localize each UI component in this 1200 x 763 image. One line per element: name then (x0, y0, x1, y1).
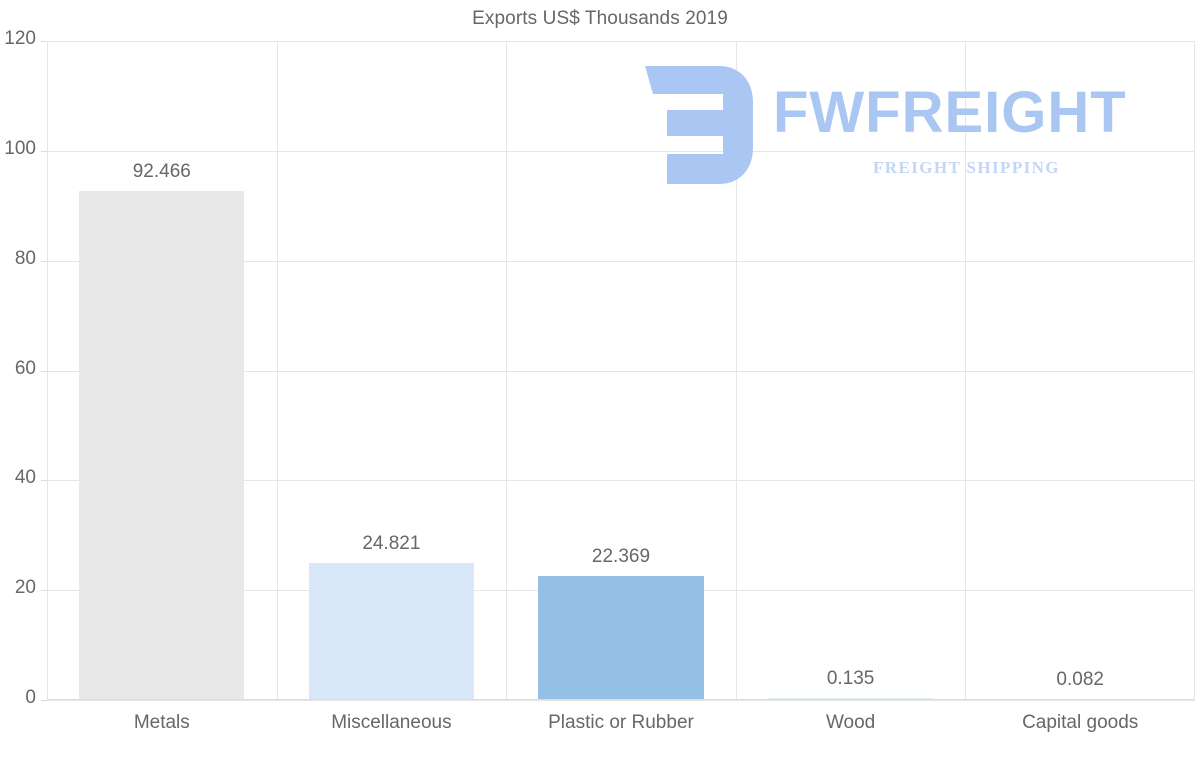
gridline-x-4 (965, 41, 966, 700)
gridline-y-100 (47, 150, 1195, 152)
bar[interactable] (538, 576, 704, 699)
y-tick-label: 40 (14, 467, 36, 489)
y-tick-label: 60 (14, 357, 36, 379)
bar-value-label: 0.082 (1056, 668, 1104, 690)
x-tick-label: Plastic or Rubber (548, 712, 694, 733)
bar-value-label: 92.466 (132, 161, 191, 183)
bar[interactable] (79, 191, 245, 699)
y-tick-label: 120 (4, 28, 36, 49)
bar[interactable] (767, 698, 934, 699)
x-tick-label: Capital goods (1022, 712, 1139, 733)
gridline-y-80 (47, 260, 1195, 262)
gridline-y-0 (47, 700, 1195, 701)
bar[interactable] (308, 562, 475, 699)
y-tick-mark (41, 700, 47, 701)
chart-title: Exports US$ Thousands 2019 (472, 8, 728, 29)
y-tick-mark (41, 590, 47, 592)
bar-value-label: 22.369 (591, 546, 651, 568)
y-tick-mark (41, 480, 47, 482)
y-tick-mark (41, 41, 47, 42)
gridline-y-40 (47, 480, 1195, 482)
gridline-x-3 (736, 41, 737, 700)
x-tick-label: Metals (133, 712, 190, 733)
y-tick-label: 20 (14, 577, 36, 599)
gridline-x-2 (506, 41, 507, 700)
gridline-x-1 (277, 41, 278, 700)
x-axis-baseline (47, 699, 1195, 700)
x-tick-label: Wood (825, 712, 876, 733)
gridline-x-right (1194, 41, 1195, 700)
gridline-y-60 (47, 370, 1195, 372)
gridline-y-120 (47, 41, 1195, 42)
y-tick-mark (41, 150, 47, 152)
y-tick-mark (41, 260, 47, 262)
y-axis-line (47, 41, 48, 700)
plot-area (47, 41, 1195, 701)
x-tick-label: Miscellaneous (331, 712, 452, 733)
bar-value-label: 24.821 (362, 532, 421, 554)
bar-value-label: 0.135 (826, 668, 875, 690)
y-tick-mark (41, 370, 47, 372)
y-tick-label: 100 (4, 137, 36, 159)
y-tick-label: 0 (25, 687, 36, 708)
y-tick-label: 80 (14, 247, 36, 269)
